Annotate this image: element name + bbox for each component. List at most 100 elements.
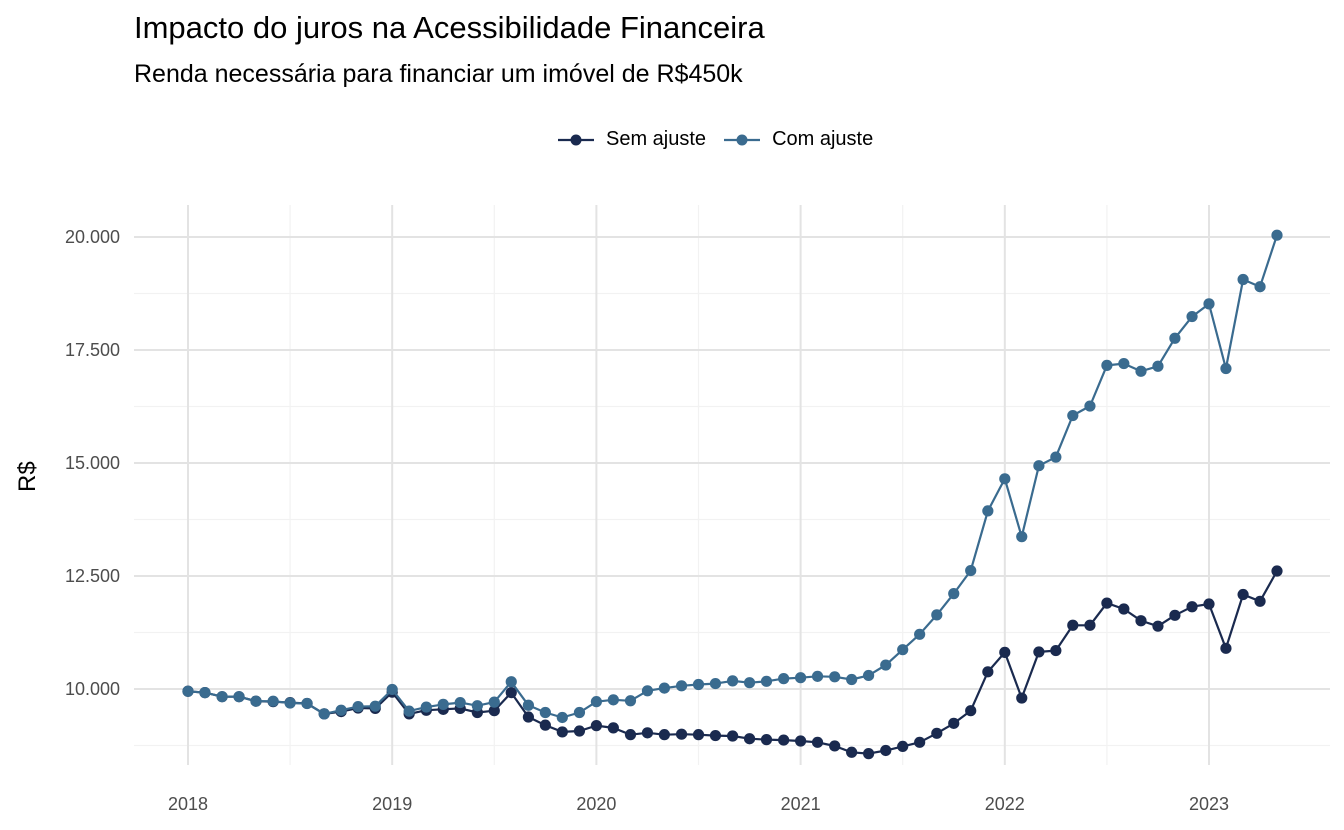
- y-tick-label: 10.000: [65, 679, 120, 699]
- data-point: [675, 728, 688, 740]
- data-point: [897, 740, 909, 753]
- data-point: [1271, 229, 1283, 241]
- data-point: [795, 735, 807, 747]
- x-tick-label: 2023: [1189, 794, 1229, 814]
- data-point: [1203, 598, 1215, 610]
- data-point: [352, 701, 364, 713]
- data-point: [454, 696, 466, 709]
- data-point: [727, 675, 739, 687]
- data-point: [522, 699, 535, 711]
- data-point: [1084, 400, 1096, 412]
- data-point: [1067, 409, 1079, 422]
- data-point: [233, 691, 245, 703]
- y-tick-label: 15.000: [65, 453, 120, 473]
- data-point: [1237, 273, 1249, 286]
- data-point: [1169, 609, 1181, 621]
- data-point: [488, 705, 500, 717]
- data-point: [778, 673, 790, 685]
- x-tick-label: 2022: [985, 794, 1025, 814]
- axis-layer: 10.000 12.500 15.000 17.500 20.000 2018 2019 20…: [65, 227, 1229, 814]
- data-point: [880, 744, 892, 757]
- data-point: [590, 696, 603, 708]
- data-point: [948, 717, 960, 729]
- data-point: [795, 672, 807, 684]
- data-point: [556, 726, 568, 738]
- data-point: [369, 700, 381, 712]
- data-point: [862, 748, 875, 760]
- data-point: [948, 588, 960, 600]
- data-point: [692, 678, 705, 691]
- series-line-1: [187, 570, 1278, 755]
- chart-subtitle: Renda necessária para financiar um imóve…: [134, 60, 743, 88]
- data-point: [471, 700, 483, 712]
- data-point: [1254, 595, 1266, 607]
- data-point: [1118, 357, 1130, 370]
- data-point: [420, 701, 432, 713]
- data-point: [846, 673, 858, 686]
- data-point: [573, 706, 586, 719]
- data-point: [573, 725, 586, 737]
- data-point: [811, 736, 824, 748]
- data-point: [488, 696, 500, 708]
- legend-key-point-2: [736, 134, 748, 145]
- data-point: [658, 729, 670, 741]
- data-point: [284, 697, 296, 709]
- data-point: [778, 734, 790, 746]
- series-1: [182, 565, 1283, 760]
- data-point: [437, 698, 449, 710]
- data-point: [862, 669, 875, 682]
- data-point: [743, 677, 756, 689]
- data-point: [1220, 362, 1232, 375]
- data-point: [386, 683, 398, 696]
- data-point: [624, 695, 637, 707]
- data-point: [1152, 620, 1164, 632]
- data-point: [965, 705, 977, 717]
- x-tick-label: 2019: [372, 794, 412, 814]
- data-point: [556, 711, 568, 724]
- data-point: [1169, 332, 1181, 344]
- data-point: [897, 644, 909, 656]
- data-point: [1050, 644, 1062, 657]
- legend-label-series-1: Sem ajuste: [606, 128, 707, 150]
- data-point: [982, 666, 994, 678]
- data-point: [1033, 646, 1045, 658]
- data-point: [1101, 597, 1113, 609]
- data-point: [914, 628, 926, 640]
- data-point: [641, 727, 654, 739]
- data-point: [539, 719, 551, 731]
- legend-item-series-2: Com ajuste: [722, 128, 873, 151]
- y-tick-label: 20.000: [65, 227, 120, 247]
- series-line-2: [187, 234, 1279, 719]
- data-point: [658, 682, 670, 694]
- data-point: [505, 687, 517, 699]
- data-point: [1101, 359, 1113, 371]
- data-point: [335, 704, 347, 716]
- x-tick-label: 2018: [168, 794, 208, 814]
- data-point: [829, 671, 841, 683]
- data-point: [267, 695, 279, 707]
- y-tick-label: 12.500: [65, 566, 120, 586]
- data-point: [1050, 451, 1062, 463]
- legend-key-series-1: [558, 134, 594, 145]
- data-point: [607, 694, 619, 706]
- data-point: [1237, 588, 1249, 601]
- grid-layer: [134, 205, 1330, 765]
- data-point: [590, 720, 603, 732]
- data-point: [846, 746, 858, 758]
- data-point: [539, 706, 551, 719]
- data-point: [1186, 601, 1198, 613]
- data-point: [1186, 310, 1198, 323]
- data-point: [1203, 298, 1215, 310]
- data-point: [1016, 692, 1028, 704]
- data-point: [624, 729, 637, 741]
- data-point: [1033, 460, 1045, 472]
- data-point: [709, 677, 722, 690]
- data-point: [318, 708, 330, 720]
- data-point: [1254, 281, 1266, 293]
- x-tick-label: 2020: [576, 794, 616, 814]
- series-layer: [182, 229, 1283, 760]
- series-2: [182, 229, 1283, 724]
- data-point: [743, 733, 756, 745]
- data-point: [914, 736, 926, 748]
- x-tick-label: 2021: [781, 794, 821, 814]
